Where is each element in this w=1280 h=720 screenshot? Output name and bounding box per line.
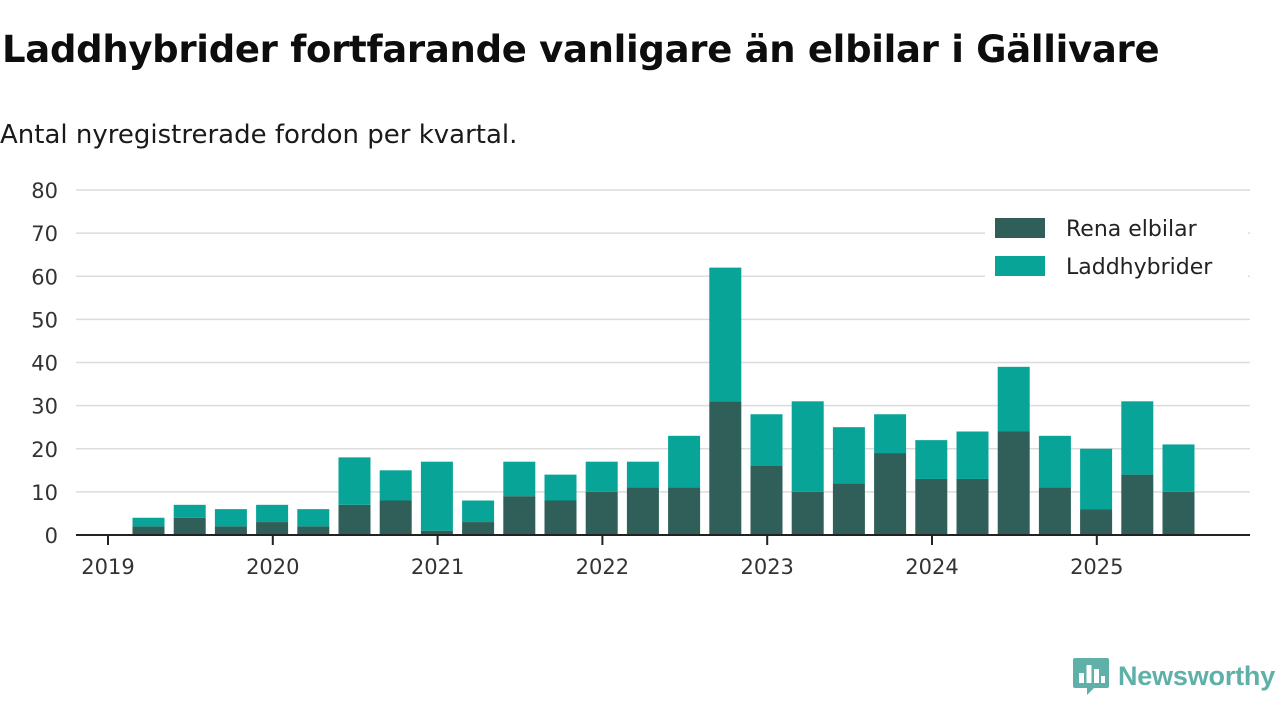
bar-laddhybrider-17 [832, 427, 865, 484]
y-tick-label-10: 10 [31, 481, 58, 505]
bar-elbilar-25 [1162, 491, 1195, 535]
bar-laddhybrider-12 [626, 461, 659, 488]
bar-laddhybrider-0 [132, 517, 165, 527]
bar-laddhybrider-7 [420, 461, 453, 531]
bar-elbilar-21 [997, 431, 1030, 535]
bar-chart-pin-icon [1073, 658, 1109, 695]
y-tick-label-30: 30 [31, 395, 58, 419]
y-tick-label-40: 40 [31, 352, 58, 376]
legend-label-elbilar: Rena elbilar [1066, 217, 1198, 242]
bar-laddhybrider-1 [173, 504, 206, 518]
bar-elbilar-23 [1080, 509, 1113, 535]
bar-elbilar-20 [956, 478, 989, 535]
bar-laddhybrider-10 [544, 474, 577, 501]
bar-laddhybrider-22 [1038, 435, 1071, 488]
bar-elbilar-6 [379, 500, 412, 535]
y-tick-label-80: 80 [31, 179, 58, 203]
bar-laddhybrider-13 [668, 435, 701, 488]
brand-name: Newsworthy [1118, 660, 1276, 691]
x-axis: 2019 2020 2021 2022 2023 2024 2025 [76, 534, 1250, 579]
bar-laddhybrider-8 [462, 500, 495, 523]
x-tick-label-2021: 2021 [411, 555, 464, 579]
x-tick-label-2025: 2025 [1070, 555, 1123, 579]
bar-elbilar-4 [297, 526, 330, 535]
chart-subtitle: Antal nyregistrerade fordon per kvartal. [0, 120, 518, 150]
bar-elbilar-12 [626, 487, 659, 535]
bar-elbilar-19 [915, 478, 948, 535]
bar-laddhybrider-21 [997, 366, 1030, 432]
y-axis: 0 10 20 30 40 50 60 70 80 [31, 179, 58, 548]
legend-swatch-elbilar [995, 218, 1045, 238]
bar-elbilar-5 [338, 504, 371, 535]
y-tick-label-50: 50 [31, 308, 58, 332]
bar-elbilar-9 [503, 496, 536, 535]
chart-title: Laddhybrider fortfarande vanligare än el… [2, 28, 1160, 71]
bar-laddhybrider-18 [874, 414, 907, 454]
x-tick-label-2024: 2024 [905, 555, 958, 579]
bar-laddhybrider-5 [338, 457, 371, 505]
newsworthy-brand: Newsworthy [1072, 656, 1275, 696]
bar-elbilar-18 [874, 453, 907, 535]
bar-elbilar-15 [750, 466, 783, 535]
x-tick-label-2020: 2020 [246, 555, 299, 579]
bar-elbilar-14 [709, 401, 742, 535]
legend: Rena elbilar Laddhybrider [985, 206, 1248, 286]
bar-laddhybrider-11 [585, 461, 618, 492]
bar-laddhybrider-15 [750, 414, 783, 466]
y-tick-label-70: 70 [31, 222, 58, 246]
bar-elbilar-0 [132, 526, 165, 535]
bar-elbilar-11 [585, 491, 618, 535]
bar-laddhybrider-23 [1080, 448, 1113, 510]
bar-laddhybrider-24 [1121, 401, 1154, 475]
bar-laddhybrider-25 [1162, 444, 1195, 492]
bar-elbilar-24 [1121, 474, 1154, 535]
x-tick-label-2019: 2019 [81, 555, 134, 579]
bar-laddhybrider-3 [256, 504, 289, 523]
bar-elbilar-22 [1038, 487, 1071, 535]
bar-elbilar-17 [832, 483, 865, 535]
bar-elbilar-1 [173, 517, 206, 535]
bar-elbilar-8 [462, 522, 495, 535]
bar-elbilar-16 [791, 491, 824, 535]
x-tick-label-2022: 2022 [576, 555, 629, 579]
bar-laddhybrider-6 [379, 470, 412, 501]
bar-elbilar-7 [420, 530, 453, 535]
legend-label-laddhybrider: Laddhybrider [1066, 255, 1213, 280]
bar-elbilar-10 [544, 500, 577, 535]
bars [132, 267, 1195, 535]
bar-elbilar-13 [668, 487, 701, 535]
y-tick-label-0: 0 [45, 524, 58, 548]
y-tick-label-20: 20 [31, 438, 58, 462]
bar-elbilar-3 [256, 522, 289, 535]
bar-laddhybrider-2 [214, 509, 247, 527]
y-tick-label-60: 60 [31, 265, 58, 289]
bar-laddhybrider-9 [503, 461, 536, 497]
bar-laddhybrider-14 [709, 267, 742, 402]
bar-elbilar-2 [214, 526, 247, 535]
bar-laddhybrider-20 [956, 431, 989, 479]
x-tick-label-2023: 2023 [740, 555, 793, 579]
bar-laddhybrider-4 [297, 509, 330, 527]
bar-laddhybrider-19 [915, 440, 948, 479]
legend-swatch-laddhybrider [995, 256, 1045, 276]
bar-laddhybrider-16 [791, 401, 824, 492]
